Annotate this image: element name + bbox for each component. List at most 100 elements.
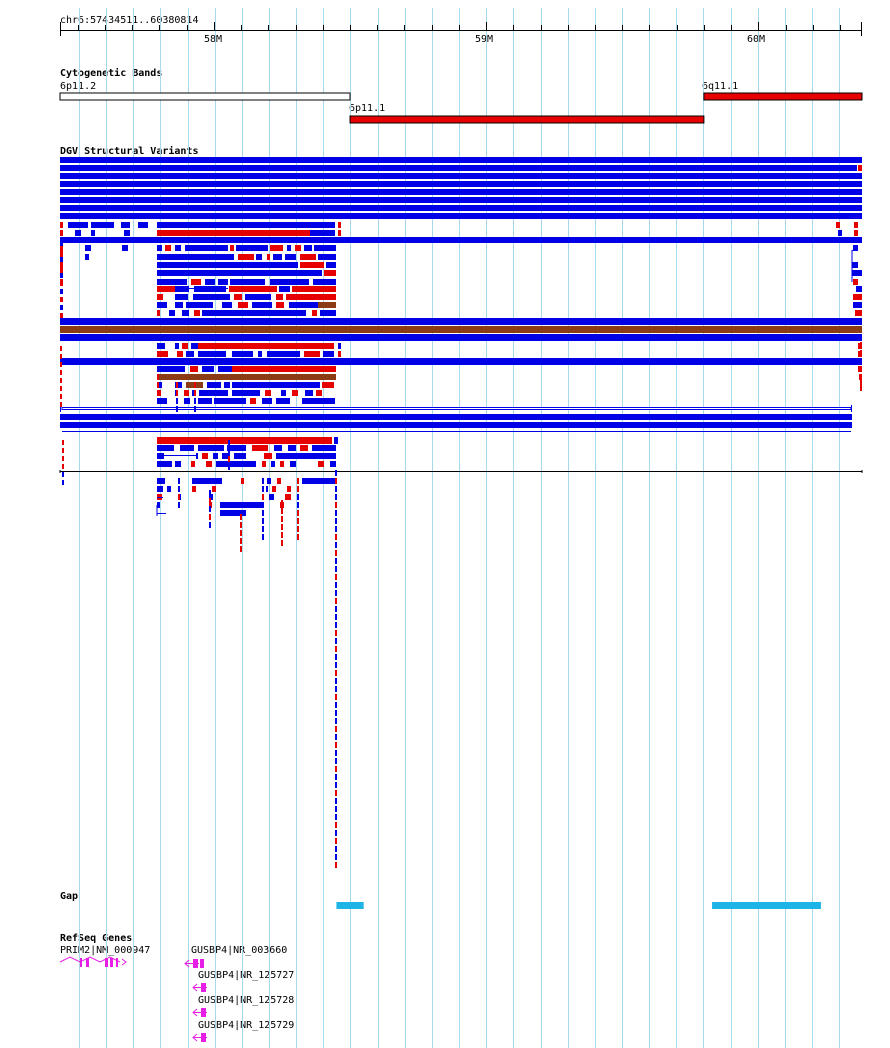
sv-feature	[277, 478, 281, 484]
sv-feature	[157, 502, 160, 508]
sv-feature	[60, 346, 62, 351]
sv-feature	[175, 302, 183, 308]
gene-label[interactable]: PRIM2|NM_000947	[60, 945, 151, 956]
sv-feature	[335, 862, 337, 868]
sv-feature	[318, 254, 336, 260]
sv-feature	[218, 366, 232, 372]
sv-feature	[205, 279, 215, 285]
sv-feature	[138, 222, 148, 228]
cytogenetic-bands-track-title[interactable]: Cytogenetic Bands	[60, 68, 163, 79]
sv-feature	[191, 343, 198, 349]
sv-feature	[228, 440, 230, 446]
sv-feature	[209, 506, 211, 512]
sv-feature	[335, 622, 337, 628]
sv-feature	[335, 702, 337, 708]
sv-feature	[335, 678, 337, 684]
sv-feature	[184, 390, 189, 396]
sv-feature	[157, 390, 159, 396]
sv-feature	[209, 490, 211, 496]
sv-feature	[271, 461, 275, 467]
sv-feature	[178, 502, 180, 508]
sv-feature	[60, 222, 63, 228]
sv-feature	[121, 222, 130, 228]
sv-feature	[169, 310, 175, 316]
sv-feature	[335, 478, 337, 484]
sv-feature	[60, 230, 63, 236]
sv-feature	[178, 478, 180, 484]
sv-feature	[182, 310, 189, 316]
sv-feature	[335, 558, 337, 564]
sv-feature	[182, 343, 188, 349]
sv-feature	[292, 390, 298, 396]
sv-feature	[60, 237, 862, 243]
sv-feature	[852, 262, 858, 268]
sv-feature	[165, 245, 171, 251]
sv-feature	[60, 205, 862, 211]
sv-feature	[175, 245, 181, 251]
sv-feature	[292, 286, 336, 292]
sv-feature	[322, 382, 334, 388]
sv-feature	[335, 686, 337, 692]
sv-feature	[214, 398, 246, 404]
sv-feature	[196, 453, 198, 459]
sv-feature	[60, 157, 862, 163]
sv-feature	[229, 286, 277, 292]
sv-feature	[302, 398, 335, 404]
sv-feature	[194, 406, 196, 412]
sv-feature	[335, 534, 337, 540]
gene-label[interactable]: GUSBP4|NR_125728	[198, 995, 295, 1006]
sv-feature	[209, 502, 212, 508]
sv-feature	[62, 480, 64, 485]
sv-feature	[281, 390, 286, 396]
sv-feature	[335, 774, 337, 780]
sv-feature	[267, 478, 271, 484]
sv-feature	[157, 245, 162, 251]
sv-feature	[302, 478, 336, 484]
gene-label[interactable]: GUSBP4|NR_003660	[191, 945, 288, 956]
sv-feature	[289, 302, 318, 308]
sv-feature	[854, 222, 858, 228]
sv-feature	[276, 302, 284, 308]
gene-label[interactable]: GUSBP4|NR_125727	[198, 970, 295, 981]
sv-feature	[176, 398, 178, 404]
sv-feature	[338, 222, 341, 228]
gene-label[interactable]: GUSBP4|NR_125729	[198, 1020, 295, 1031]
sv-feature	[335, 742, 337, 748]
sv-feature	[184, 398, 190, 404]
sv-feature	[157, 294, 163, 300]
sv-feature	[264, 453, 272, 459]
sv-feature	[320, 310, 336, 316]
sv-feature	[175, 461, 181, 467]
sv-feature	[60, 305, 63, 310]
sv-feature	[191, 461, 195, 467]
sv-feature	[175, 382, 182, 388]
refseq-track-title[interactable]: RefSeq Genes	[60, 933, 133, 944]
sv-feature	[60, 394, 62, 399]
sv-feature	[838, 230, 842, 236]
sv-feature	[240, 538, 242, 544]
sv-feature	[281, 500, 283, 506]
gap-track-title[interactable]: Gap	[60, 891, 79, 902]
sv-feature	[207, 382, 221, 388]
sv-feature	[199, 390, 228, 396]
gap-feature	[336, 902, 364, 909]
sv-feature	[157, 270, 322, 276]
sv-feature	[262, 526, 264, 532]
sv-feature	[860, 386, 862, 391]
sv-feature	[60, 273, 63, 278]
sv-feature	[335, 510, 337, 516]
gene-exon	[201, 1008, 206, 1017]
sv-feature	[252, 445, 268, 451]
sv-feature	[222, 453, 230, 459]
sv-feature	[836, 222, 840, 228]
sv-feature	[192, 478, 222, 484]
dgv-track-title[interactable]: DGV Structural Variants	[60, 146, 199, 157]
sv-feature	[60, 213, 862, 219]
sv-feature	[194, 310, 200, 316]
sv-feature	[240, 546, 242, 552]
sv-feature	[338, 343, 341, 349]
sv-feature	[60, 326, 862, 333]
gap-feature	[712, 902, 821, 909]
sv-feature	[313, 279, 336, 285]
